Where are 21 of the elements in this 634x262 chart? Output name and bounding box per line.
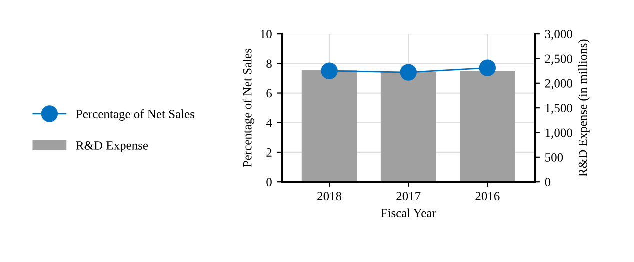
y2-tick-label: 3,000: [545, 30, 572, 40]
y2-tick-label: 0: [545, 178, 551, 187]
y2-axis-title: R&D Expense (in millions): [578, 40, 590, 177]
y2-tick-label: 2,500: [545, 54, 572, 65]
y-tick-label: 2: [266, 148, 272, 157]
y-tick-label: 4: [266, 118, 272, 128]
y-tick-label: 10: [261, 30, 272, 39]
x-tick-label: 2017: [396, 192, 421, 201]
y-axis-title: Percentage of Net Sales: [242, 49, 254, 168]
y2-tick-label: 2,000: [545, 79, 572, 90]
y2-tick-label: 500: [546, 153, 564, 162]
y-tick-label: 0: [266, 178, 272, 187]
y2-tick-label: 1,500: [546, 104, 572, 114]
x-tick-label: 2016: [476, 192, 500, 201]
y-tick-label: 6: [266, 89, 272, 98]
x-tick-label: 2018: [318, 192, 342, 201]
legend-label: R&D Expense: [76, 141, 148, 152]
y2-tick-label: 1,000: [546, 128, 572, 140]
legend-label: Percentage of Net Sales: [76, 110, 195, 122]
y-tick-label: 8: [266, 60, 272, 68]
x-axis-title: Fiscal Year: [381, 208, 436, 218]
